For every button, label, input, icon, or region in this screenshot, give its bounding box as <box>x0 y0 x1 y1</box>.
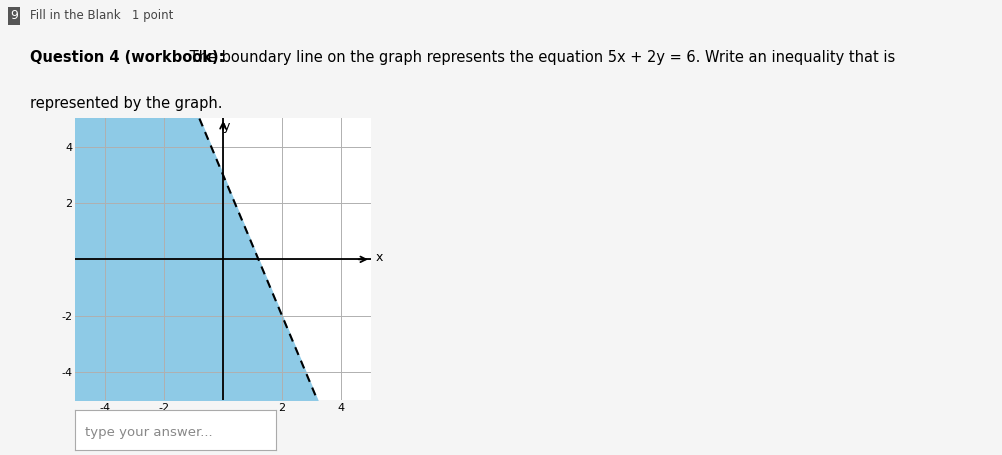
Text: Question 4 (workbook):: Question 4 (workbook): <box>30 50 224 65</box>
Text: 9: 9 <box>10 9 18 22</box>
Text: Fill in the Blank   1 point: Fill in the Blank 1 point <box>30 9 173 22</box>
Text: x: x <box>375 252 383 264</box>
Text: y: y <box>222 120 229 133</box>
Text: type your answer...: type your answer... <box>85 425 212 439</box>
Text: The boundary line on the graph represents the equation 5x + 2y = 6. Write an ine: The boundary line on the graph represent… <box>185 50 896 65</box>
Text: represented by the graph.: represented by the graph. <box>30 96 222 111</box>
